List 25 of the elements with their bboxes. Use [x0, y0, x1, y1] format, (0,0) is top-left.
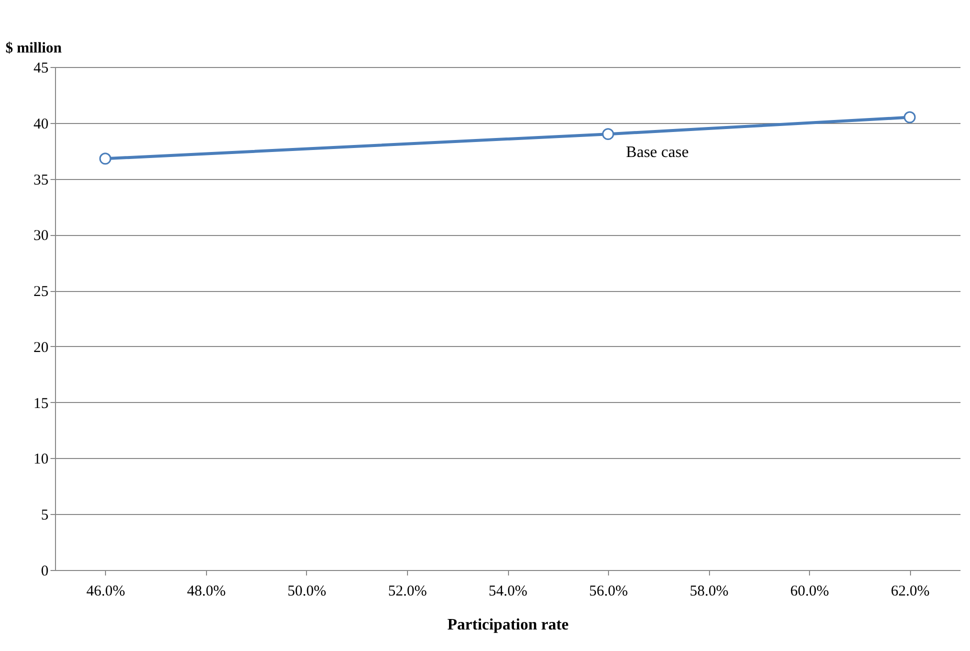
x-axis-title: Participation rate — [447, 616, 569, 634]
y-tick-label: 10 — [34, 452, 48, 468]
x-tick-label: 46.0% — [86, 584, 126, 600]
y-tick-label: 0 — [41, 564, 48, 580]
y-tick-label: 15 — [34, 396, 48, 412]
point — [602, 128, 614, 140]
x-tick-label: 56.0% — [589, 584, 628, 600]
y-axis-title: $ million — [6, 40, 62, 56]
x-tick-label: 50.0% — [288, 584, 326, 600]
x-tick-label: 58.0% — [690, 584, 728, 600]
annotation: Base case — [626, 144, 689, 162]
y-tick-label: 20 — [34, 340, 48, 356]
x-tick-label: 52.0% — [388, 584, 427, 600]
y-tick-label: 35 — [34, 172, 48, 188]
x-tick-label: 54.0% — [488, 584, 528, 600]
y-tick-label: 45 — [34, 60, 48, 76]
x-tick-label: 60.0% — [790, 584, 830, 600]
y-tick-label: 40 — [34, 116, 48, 132]
x-tick-label: 62.0% — [890, 584, 930, 600]
point — [99, 152, 112, 165]
y-tick-label: 25 — [34, 284, 48, 300]
point — [904, 111, 916, 124]
x-tick-label: 48.0% — [186, 584, 226, 600]
y-tick-label: 5 — [41, 508, 48, 524]
y-tick-label: 30 — [34, 228, 48, 244]
